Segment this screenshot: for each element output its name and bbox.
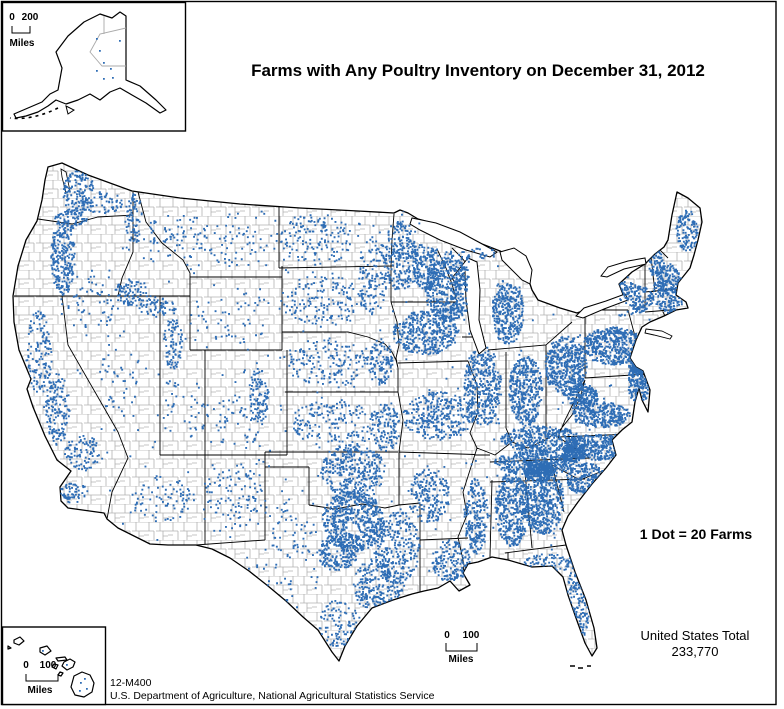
island-niihau bbox=[7, 645, 12, 650]
hawaii-scalebar-line bbox=[25, 674, 59, 682]
island-lanai bbox=[51, 663, 59, 670]
hawaii-scale-distance: 100 bbox=[40, 660, 57, 671]
alaska-scale-zero: 0 bbox=[9, 12, 15, 23]
hawaii-islands bbox=[7, 636, 95, 698]
island-kahoolawe bbox=[57, 671, 64, 677]
alaska-scalebar: 0 200 Miles bbox=[9, 12, 39, 49]
alaska-scale-unit: Miles bbox=[9, 38, 34, 49]
main-scalebar-line bbox=[445, 643, 478, 652]
main-scalebar: 0 100 Miles bbox=[444, 630, 480, 665]
island-hawaii bbox=[70, 671, 95, 698]
alaska-inset: 0 200 Miles bbox=[1, 1, 187, 132]
hawaii-scalebar: 0 100 Miles bbox=[23, 660, 59, 696]
alaska-scalebar-line bbox=[11, 26, 31, 34]
hawaii-inset: 0 100 Miles bbox=[1, 626, 107, 706]
hawaii-scale-unit: Miles bbox=[27, 685, 52, 696]
source-attribution: U.S. Department of Agriculture, National… bbox=[110, 690, 435, 702]
hawaii-scale-zero: 0 bbox=[23, 660, 29, 671]
main-scale-distance: 100 bbox=[463, 630, 480, 641]
us-total-value: 233,770 bbox=[672, 644, 719, 659]
lake-ontario bbox=[600, 257, 647, 278]
main-map bbox=[12, 162, 703, 669]
footer: 12-M400 U.S. Department of Agriculture, … bbox=[110, 677, 435, 702]
island-maui bbox=[61, 658, 76, 671]
main-scale-zero: 0 bbox=[444, 630, 450, 641]
lake-huron bbox=[499, 247, 533, 285]
alaska-borough-lines bbox=[89, 16, 127, 67]
dot-legend-label: 1 Dot = 20 Farms bbox=[640, 526, 753, 542]
alaska-scale-distance: 200 bbox=[22, 12, 39, 23]
map-id: 12-M400 bbox=[110, 677, 152, 689]
island-molokai bbox=[55, 656, 68, 662]
island-kauai bbox=[13, 636, 25, 646]
farm-dots bbox=[25, 170, 702, 647]
main-scale-unit: Miles bbox=[448, 654, 473, 665]
great-lakes bbox=[409, 217, 647, 355]
page-title: Farms with Any Poultry Inventory on Dece… bbox=[251, 61, 705, 80]
long-island bbox=[644, 328, 673, 340]
lake-michigan bbox=[451, 257, 487, 355]
island-oahu bbox=[39, 645, 52, 656]
us-total-label: United States Total bbox=[641, 628, 750, 643]
florida-keys bbox=[570, 665, 591, 669]
lake-superior bbox=[409, 217, 498, 258]
us-total: United States Total 233,770 bbox=[641, 628, 750, 659]
kodiak-island bbox=[65, 105, 75, 115]
alaska-outline bbox=[13, 11, 167, 119]
